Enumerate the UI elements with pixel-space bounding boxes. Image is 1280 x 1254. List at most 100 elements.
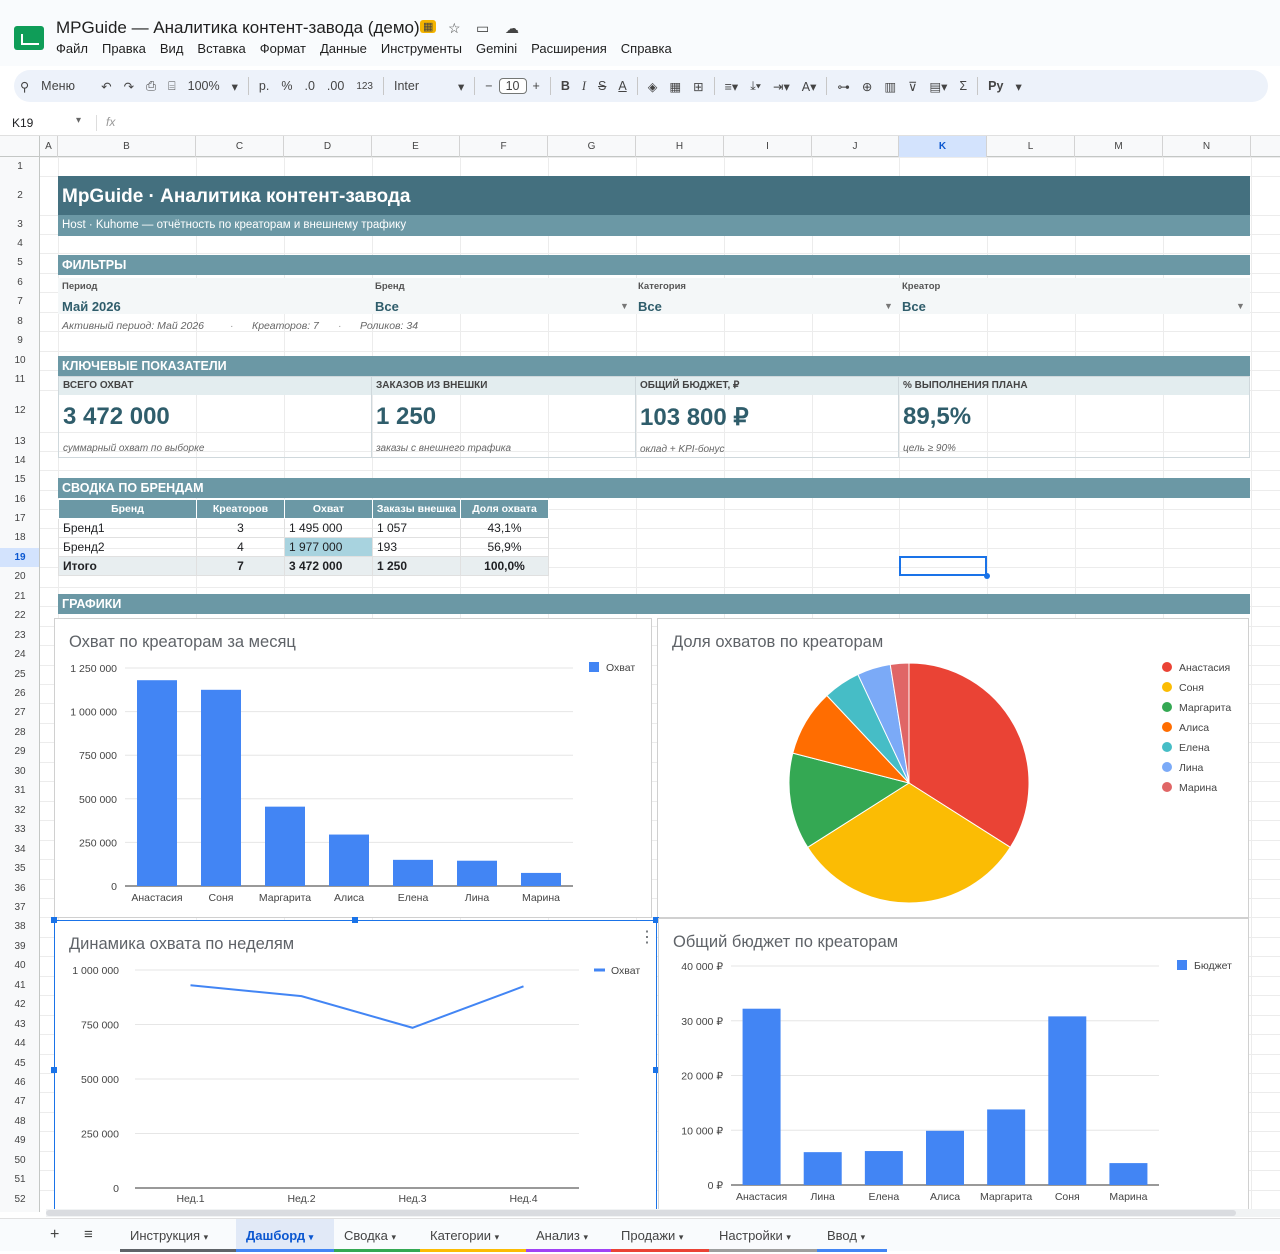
row-header[interactable]: 12 [14, 404, 26, 416]
move-folder-icon[interactable]: ▭ [476, 20, 490, 36]
row-header[interactable]: 29 [14, 746, 26, 758]
resize-handle[interactable] [352, 917, 358, 923]
table-cell[interactable]: 1 495 000 [284, 518, 373, 538]
chevron-down-icon[interactable]: ▾ [583, 1232, 589, 1242]
resize-handle[interactable] [51, 1067, 57, 1073]
filter-icon[interactable]: ⊽ [908, 79, 918, 94]
column-header[interactable]: N [1163, 136, 1251, 157]
row-header[interactable]: 23 [14, 629, 26, 641]
row-header[interactable]: 27 [14, 707, 26, 719]
chevron-down-icon[interactable]: ▾ [860, 1232, 866, 1242]
column-header[interactable]: L [987, 136, 1075, 157]
row-header[interactable]: 35 [14, 863, 26, 875]
column-header[interactable]: M [1075, 136, 1163, 157]
menu-item[interactable]: Расширения [531, 41, 607, 56]
row-header[interactable]: 44 [14, 1038, 26, 1050]
row-header[interactable]: 48 [14, 1115, 26, 1127]
chart-icon[interactable]: ▥ [884, 79, 897, 94]
bar[interactable] [393, 859, 433, 886]
menu-item[interactable]: Файл [56, 41, 88, 56]
row-header[interactable]: 3 [17, 219, 23, 230]
bar[interactable] [1109, 1163, 1148, 1185]
chevron-down-icon[interactable]: ▾ [458, 79, 465, 94]
row-header[interactable]: 39 [14, 940, 26, 952]
series-line[interactable] [190, 984, 524, 1029]
table-cell[interactable]: 1 250 [372, 556, 461, 576]
more-options-icon[interactable]: ⋮ [639, 929, 655, 946]
category-select[interactable]: Все [638, 299, 662, 314]
reach-share-pie-chart[interactable]: Доля охватов по креаторам Анастасия Соня М… [657, 618, 1249, 918]
row-header[interactable]: 7 [17, 296, 23, 308]
document-title[interactable]: MPGuide — Аналитика контент-завода (демо… [56, 18, 420, 37]
row-header[interactable]: 25 [14, 668, 26, 680]
bar[interactable] [987, 1109, 1026, 1185]
table-cell[interactable]: 43,1% [460, 518, 549, 538]
weekly-reach-line-chart[interactable]: Динамика охвата по неделям ⋮ 0 250 000 500… [54, 920, 657, 1210]
row-header[interactable]: 32 [14, 804, 26, 816]
font-select[interactable]: Inter [394, 79, 420, 93]
row-header[interactable]: 30 [14, 765, 26, 777]
menu-item[interactable]: Справка [620, 41, 672, 56]
number-format-button[interactable]: 123 [356, 80, 373, 92]
input-tools-button[interactable]: Ру [988, 79, 1004, 93]
menu-item[interactable]: Правка [101, 41, 146, 56]
chevron-down-icon[interactable]: ▾ [76, 115, 82, 126]
row-header[interactable]: 46 [14, 1077, 26, 1088]
menu-item[interactable]: Вид [159, 41, 184, 56]
chevron-down-icon[interactable]: ▾ [1015, 79, 1022, 94]
row-header[interactable]: 31 [14, 785, 26, 797]
horizontal-align-icon[interactable]: ≡▾ [724, 79, 739, 94]
menu-item[interactable]: Инструменты [380, 41, 462, 56]
sheets-logo-icon[interactable] [14, 26, 44, 50]
bar[interactable] [926, 1130, 964, 1185]
row-header[interactable]: 14 [14, 454, 26, 466]
redo-icon[interactable]: ↷ [123, 79, 135, 94]
row-header[interactable]: 20 [14, 571, 26, 583]
menu-search[interactable]: Меню [41, 79, 75, 93]
row-header[interactable]: 47 [14, 1096, 26, 1108]
row-header[interactable]: 49 [14, 1135, 26, 1147]
comment-icon[interactable]: ⊕ [861, 79, 873, 94]
row-header[interactable]: 18 [14, 532, 26, 544]
row-header[interactable]: 33 [14, 824, 26, 836]
column-header[interactable]: G [548, 136, 636, 157]
chevron-down-icon[interactable]: ▾ [494, 1232, 500, 1242]
borders-icon[interactable]: ▦ [669, 79, 682, 94]
column-header[interactable]: J [812, 136, 899, 157]
creator-select[interactable]: Все [902, 299, 926, 314]
table-cell[interactable]: 56,9% [460, 537, 549, 557]
row-header[interactable]: 5 [17, 257, 23, 269]
bar[interactable] [201, 689, 241, 886]
table-cell[interactable]: Бренд1 [58, 518, 197, 538]
table-cell[interactable]: 1 977 000 [284, 537, 373, 557]
sheet-tab[interactable]: Анализ ▾ [526, 1219, 611, 1252]
text-wrap-icon[interactable]: ⇥▾ [772, 79, 790, 94]
resize-handle[interactable] [653, 917, 659, 923]
fill-color-icon[interactable]: ◈ [647, 79, 658, 94]
paint-format-icon[interactable]: ⌸ [168, 78, 176, 93]
menu-item[interactable]: Формат [259, 41, 306, 56]
category-dropdown-icon[interactable]: ▼ [884, 301, 893, 311]
row-header[interactable]: 21 [14, 590, 26, 602]
undo-icon[interactable]: ↶ [101, 79, 112, 94]
text-rotation-icon[interactable]: A▾ [801, 79, 817, 94]
table-cell[interactable]: 7 [196, 556, 285, 576]
row-header[interactable]: 9 [17, 335, 23, 347]
row-header[interactable]: 1 [17, 161, 23, 172]
chevron-down-icon[interactable]: ▾ [678, 1232, 684, 1242]
horizontal-scrollbar[interactable] [46, 1209, 1280, 1217]
row-header[interactable]: 51 [14, 1174, 26, 1186]
row-header[interactable]: 4 [17, 238, 23, 249]
reach-by-creator-chart[interactable]: Охват по креаторам за месяц 0 250 000 500 … [54, 618, 652, 918]
italic-icon[interactable]: I [581, 78, 587, 93]
percent-button[interactable]: % [281, 79, 293, 93]
scrollbar-thumb[interactable] [46, 1210, 1236, 1216]
link-icon[interactable]: ⊶ [837, 79, 850, 94]
bold-icon[interactable]: B [560, 79, 570, 93]
all-sheets-icon[interactable]: ≡ [84, 1226, 93, 1243]
sheet-tab[interactable]: Категории ▾ [420, 1219, 526, 1252]
cloud-status-icon[interactable]: ☁ [505, 20, 519, 36]
resize-handle[interactable] [653, 1067, 659, 1073]
menu-item[interactable]: Вставка [197, 41, 246, 56]
row-header[interactable]: 43 [14, 1018, 26, 1030]
